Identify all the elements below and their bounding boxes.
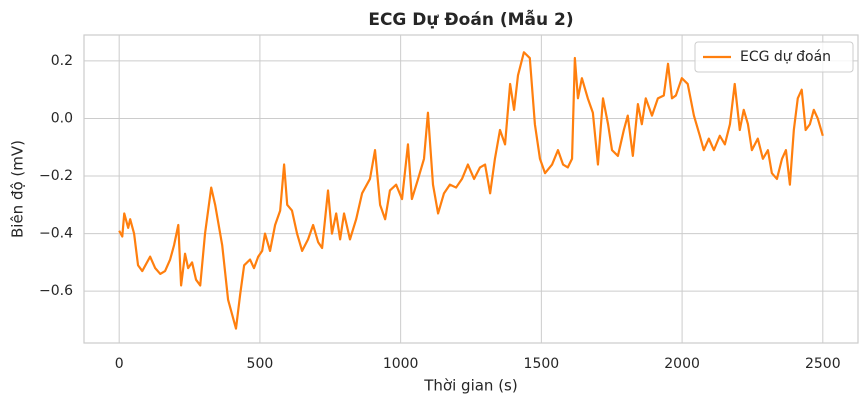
- x-tick-label: 1500: [524, 356, 560, 372]
- x-tick-label: 500: [247, 356, 274, 372]
- x-axis-label: Thời gian (s): [423, 377, 517, 395]
- legend-box: [694, 41, 854, 73]
- y-tick-label: −0.4: [39, 226, 73, 242]
- y-tick-label: −0.2: [39, 168, 73, 184]
- legend-label: ECG dự đoán: [740, 49, 831, 65]
- legend: ECG dự đoán: [694, 41, 854, 73]
- data-line: [118, 51, 824, 330]
- chart-title: ECG Dự Đoán (Mẫu 2): [368, 8, 573, 30]
- x-tick-label: 2000: [664, 356, 700, 372]
- x-tick-label: 2500: [805, 356, 841, 372]
- y-axis-label: Biên độ (mV): [9, 140, 27, 238]
- y-tick-label: 0.0: [51, 110, 73, 126]
- y-tick-label: −0.6: [39, 283, 73, 299]
- plot-frame: [83, 34, 859, 344]
- y-tick-label: 0.2: [51, 53, 73, 69]
- x-tick-label: 0: [115, 356, 124, 372]
- x-tick-label: 1000: [383, 356, 419, 372]
